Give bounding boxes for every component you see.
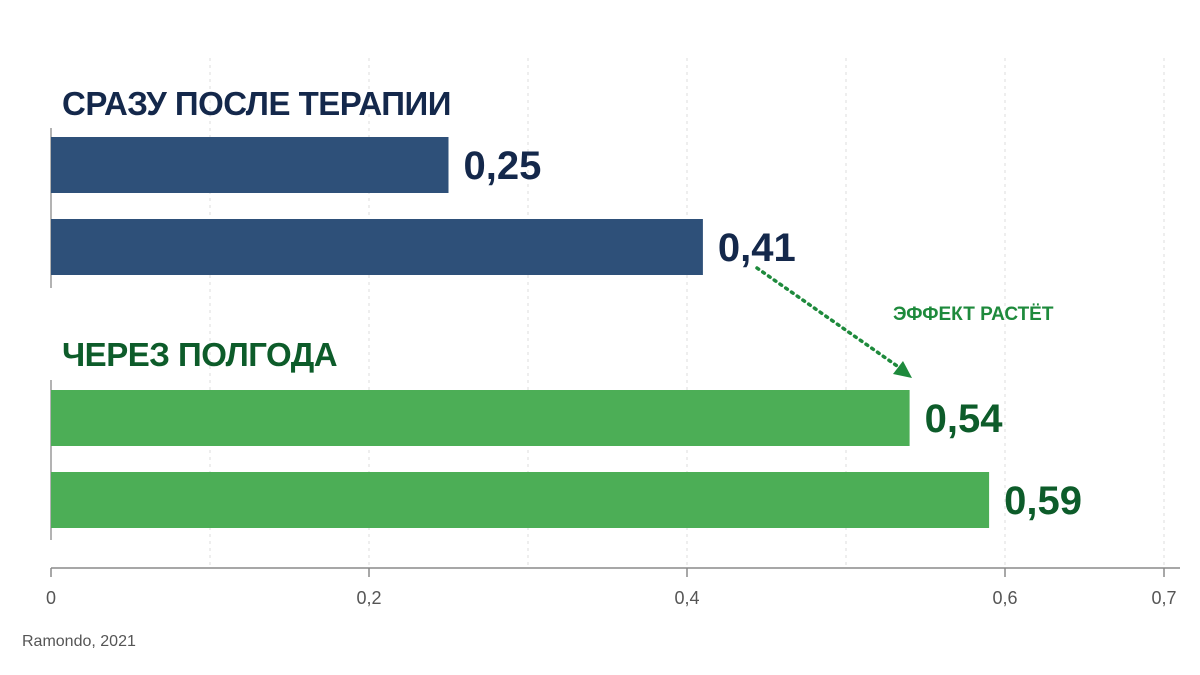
source-note: Ramondo, 2021	[22, 633, 136, 650]
x-tick-label: 0,4	[674, 588, 699, 608]
trend-arrow-head	[893, 361, 912, 378]
bar	[51, 137, 449, 193]
bars	[51, 137, 990, 528]
bar-value-label: 0,25	[464, 144, 542, 188]
x-tick-label: 0,7	[1151, 588, 1176, 608]
bar-value-label: 0,59	[1004, 479, 1082, 523]
trend-arrow-line	[755, 266, 902, 370]
bar	[51, 219, 703, 275]
bar	[51, 390, 910, 446]
bar-value-label: 0,41	[718, 226, 796, 270]
x-axis: 0 0,2 0,4 0,6 0,7	[46, 128, 1180, 608]
value-labels: 0,25 0,41 0,540,59	[464, 144, 1082, 523]
bar-value-label: 0,54	[925, 397, 1004, 441]
trend-arrow	[755, 266, 912, 378]
effect-annotation: ЭФФЕКТ РАСТЁТ	[893, 304, 1054, 325]
group-title-after-six-months: ЧЕРЕЗ ПОЛГОДА	[62, 336, 338, 373]
x-tick-label: 0	[46, 588, 56, 608]
x-tick-label: 0,2	[356, 588, 381, 608]
x-tick-label: 0,6	[992, 588, 1017, 608]
bar	[51, 472, 990, 528]
group-title-after-therapy: СРАЗУ ПОСЛЕ ТЕРАПИИ	[62, 85, 451, 122]
